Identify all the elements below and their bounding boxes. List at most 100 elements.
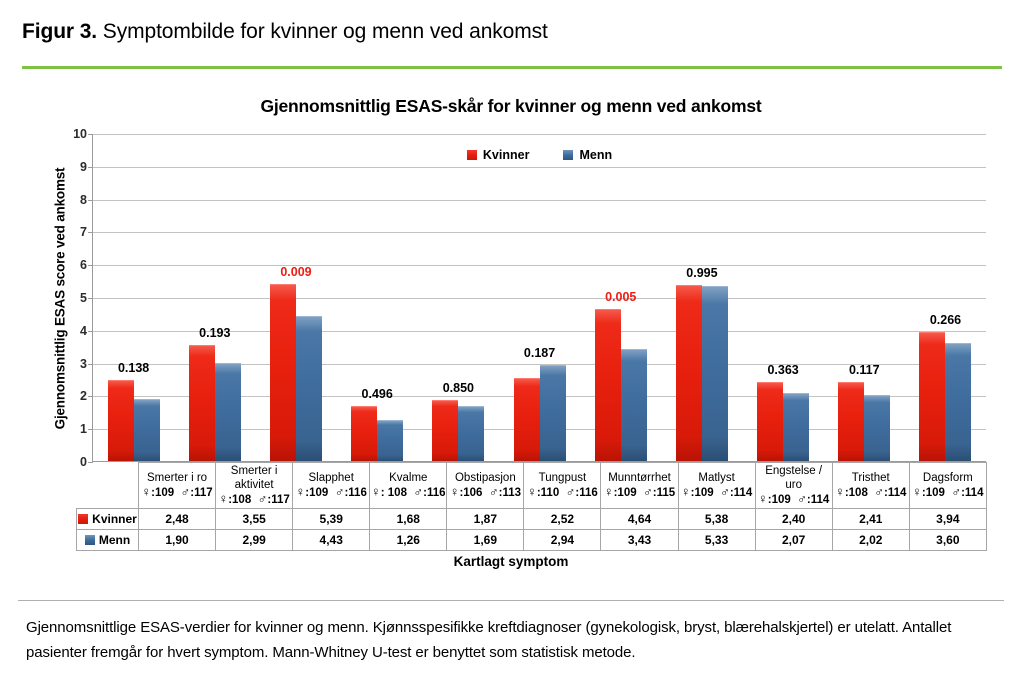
legend-label-kvinner: Kvinner [482,148,530,162]
y-tick-mark [88,429,93,431]
y-tick-label: 6 [80,258,87,273]
bar-group: 0.496 [337,134,418,461]
bar-kvinner[interactable] [838,381,865,461]
legend-label-menn: Menn [579,148,613,162]
bar-kvinner[interactable] [757,382,784,461]
y-tick-mark [88,462,93,463]
chart-data-table: Smerter i ro ♀:109 ♂:117 Smerter i aktivite… [76,462,987,551]
category-cell: Engstelse / uro ♀:109 ♂:114 [754,462,833,509]
table-value-cell: 2,41 [831,508,910,530]
category-counts: ♀:109 ♂:114 [758,491,830,507]
y-tick-mark [88,363,93,365]
bar-kvinner[interactable] [513,378,540,461]
bar-group: 0.995 [661,134,742,461]
bar-kvinner[interactable] [351,405,378,461]
female-symbol-icon: ♀ [371,484,381,499]
male-symbol-icon: ♂ [257,491,268,506]
y-tick-mark [88,396,93,398]
bar-kvinner[interactable] [594,308,621,461]
table-series-label: Kvinner [76,508,139,530]
legend-swatch-menn-icon [563,150,574,160]
p-value-label: 0.850 [442,380,474,395]
y-tick-label: 5 [80,291,87,305]
legend-swatch-kvinner-icon [466,150,477,160]
category-cell: Tungpust ♀:110 ♂:116 [523,462,602,509]
figure-number: Figur 3. [22,20,98,43]
male-symbol-icon: ♂ [797,491,807,506]
female-symbol-icon: ♀ [603,484,614,499]
bar-menn[interactable] [539,364,566,461]
female-symbol-icon: ♀ [680,484,691,499]
table-value-cell: 2,52 [523,508,602,530]
bar-menn[interactable] [701,286,728,461]
category-counts: ♀:109 ♂:114 [680,484,753,500]
caption-line-1: Gjennomsnittlige ESAS-verdier for kvinne… [26,619,834,636]
table-value-cell: 2,48 [137,508,217,530]
p-value-label: 0.266 [929,312,962,327]
category-cell: Kvalme ♀: 108 ♂:116 [369,462,448,509]
male-symbol-icon: ♂ [720,484,730,499]
table-value-cell: 3,43 [600,529,679,551]
female-symbol-icon: ♀ [527,484,537,499]
category-cell: Smerter i ro ♀:109 ♂:117 [137,462,217,509]
bar-kvinner[interactable] [919,331,946,461]
table-value-cell: 3,60 [908,529,987,551]
category-label: Matlyst [698,472,735,484]
bar-menn[interactable] [295,315,322,461]
menn-swatch-icon [84,534,95,545]
gridline [93,363,986,365]
legend-item-menn: Menn [563,148,612,162]
male-symbol-icon: ♂ [951,484,962,499]
y-tick-mark [88,166,93,168]
female-symbol-icon: ♀ [295,484,306,499]
bar-group: 0.363 [743,134,824,461]
table-value-cell: 2,99 [215,529,294,551]
chart-title: Gjennomsnittlig ESAS-skår for kvinner og… [260,96,762,116]
y-tick-label: 3 [80,356,87,371]
category-label: Smerter i ro [147,472,208,484]
y-tick-label: 9 [80,159,87,174]
bar-kvinner[interactable] [675,284,702,461]
female-symbol-icon: ♀ [449,484,460,499]
category-label: Smerter i [230,465,278,477]
bar-menn[interactable] [783,393,810,461]
table-value-cell: 3,94 [908,508,987,530]
bar-menn[interactable] [133,398,160,461]
p-value-label: 0.005 [605,289,637,304]
x-axis-title: Kartlagt symptom [453,554,569,569]
category-label: Obstipasjon [454,472,516,484]
bar-menn[interactable] [864,394,891,461]
bar-menn[interactable] [945,342,972,461]
p-value-label: 0.138 [117,360,150,375]
bar-kvinner[interactable] [107,379,134,461]
category-counts: ♀:109 ♂:116 [295,484,367,500]
bar-menn[interactable] [214,362,241,461]
table-value-cell: 5,33 [677,529,756,551]
y-tick-mark [88,199,93,201]
p-value-label: 0.363 [767,363,799,378]
y-tick-mark [88,232,93,234]
female-symbol-icon: ♀ [758,491,768,506]
category-cell: Matlyst ♀:109 ♂:114 [677,462,756,509]
p-value-label: 0.193 [199,325,231,340]
bar-kvinner[interactable] [432,399,459,461]
bar-kvinner[interactable] [188,344,215,461]
bar-groups: 0.138 0.193 0.009 0.496 0.850 0.187 0.005 0.995… [93,134,986,461]
chart-legend: Kvinner Menn [93,148,986,162]
category-counts: ♀:106 ♂:113 [449,484,521,500]
table-row: Kvinner 2,48 3,55 5,39 1,68 1,87 2,52 4,64 5,38 2… [76,508,987,530]
table-value-cell: 4,43 [292,529,371,551]
bar-menn[interactable] [377,419,404,461]
bar-group: 0.266 [905,134,986,461]
table-value-cell: 2,02 [831,529,910,551]
bar-kvinner[interactable] [269,284,296,461]
bar-menn[interactable] [458,405,485,461]
gridline [93,232,986,234]
bar-menn[interactable] [620,348,647,461]
table-value-cell: 3,55 [215,508,294,530]
table-value-cell: 1,87 [446,508,525,530]
category-label: Munntørrhet [608,472,671,484]
male-symbol-icon: ♂ [413,484,424,499]
female-symbol-icon: ♀ [218,491,229,506]
